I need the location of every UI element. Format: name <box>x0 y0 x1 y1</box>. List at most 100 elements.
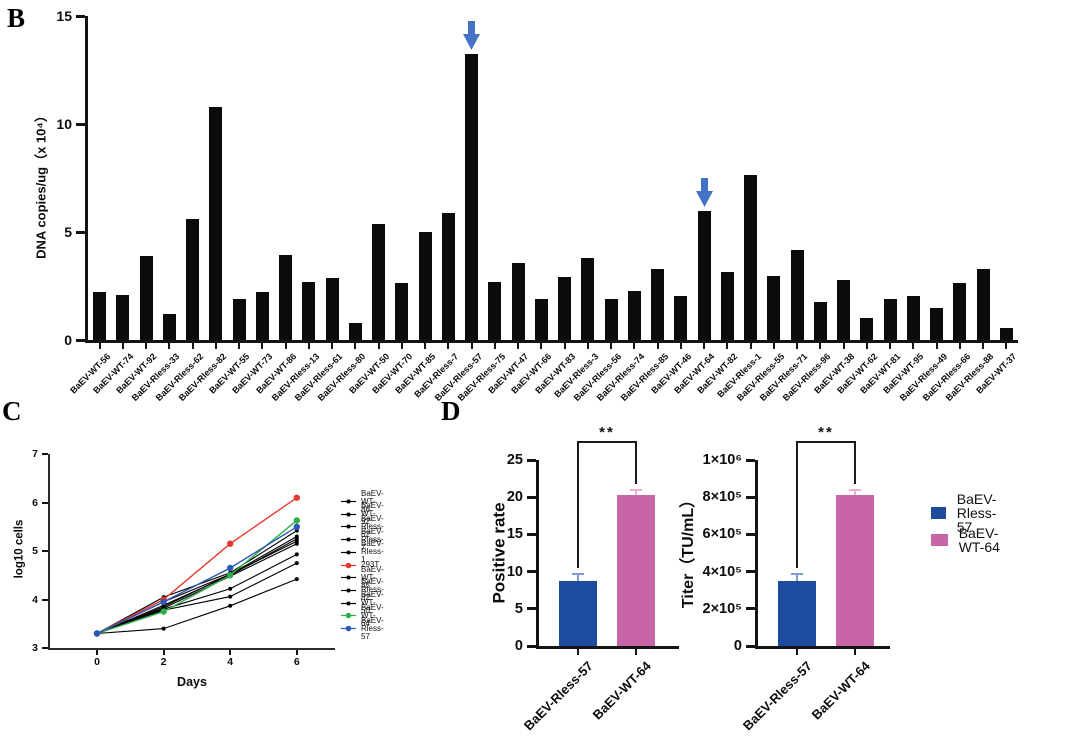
y-tick-label: 6 <box>32 496 38 509</box>
x-tick-mark <box>889 343 892 349</box>
legend-marker-icon <box>341 575 356 580</box>
bar <box>255 292 269 340</box>
x-tick-label: 4 <box>227 656 234 668</box>
legend-swatch <box>931 534 948 546</box>
x-tick-mark <box>238 343 241 349</box>
x-tick-mark <box>229 650 232 655</box>
bar <box>651 268 665 340</box>
legend-item: BaEV-WT-85 <box>341 565 384 589</box>
legend-label: BaEV-Rless-57 <box>361 615 384 641</box>
x-tick-mark <box>400 343 403 349</box>
bar <box>209 106 223 340</box>
bar <box>395 282 409 340</box>
x-tick-mark <box>912 343 915 349</box>
x-category-label: BaEV-Rless-57 <box>739 658 815 734</box>
bar <box>116 294 130 340</box>
bar <box>999 328 1013 340</box>
x-tick-label: 2 <box>160 656 167 668</box>
legend-label: BaEV-WT-50 <box>361 590 384 616</box>
panel-c-x-axis-label: Days <box>177 675 207 689</box>
bar <box>976 268 990 340</box>
x-tick-mark <box>703 343 706 349</box>
highlight-arrow-icon <box>463 20 481 50</box>
y-tick-label: 7 <box>32 448 38 460</box>
significance-stars: ** <box>599 424 615 441</box>
legend-item: BaEV-Rless-57 <box>341 616 384 640</box>
y-tick-mark <box>746 607 755 611</box>
group-bar <box>778 580 816 646</box>
y-tick-mark <box>746 644 755 648</box>
y-tick-label: 4×10⁵ <box>702 563 742 580</box>
y-tick-mark <box>42 453 48 455</box>
bar <box>813 302 827 340</box>
panel-d-positive-rate-y-axis-label: Positive rate <box>489 502 509 604</box>
bar <box>627 291 641 340</box>
x-tick-mark <box>261 343 264 349</box>
legend-marker-icon <box>341 562 356 568</box>
y-tick-mark <box>527 495 536 499</box>
error-bar-stem <box>635 489 637 495</box>
y-tick-label: 0 <box>64 332 72 348</box>
x-tick-mark <box>540 343 543 349</box>
y-tick-mark <box>527 532 536 536</box>
bar <box>139 255 153 340</box>
y-tick-label: 10 <box>506 563 523 580</box>
bar <box>906 295 920 340</box>
x-tick-mark <box>331 343 334 349</box>
x-tick-mark <box>935 343 938 349</box>
x-tick-mark <box>354 343 357 349</box>
x-tick-mark <box>796 343 799 349</box>
bar <box>860 318 874 340</box>
growth-curves <box>93 494 300 637</box>
legend-item: BaEV-Rless-62 <box>341 514 384 538</box>
x-category-label: BaEV-Rless-57 <box>520 658 596 734</box>
legend-label: BaEV-WT-64 <box>958 525 1000 555</box>
legend-label: BaEV-WT-64 <box>361 602 384 628</box>
group-bar <box>836 495 874 646</box>
y-tick-label: 5 <box>64 224 72 240</box>
legend-marker-icon <box>341 537 356 542</box>
x-tick-mark <box>295 650 298 655</box>
y-tick-mark <box>527 458 536 462</box>
x-tick-mark <box>214 343 217 349</box>
y-tick-label: 20 <box>506 489 523 506</box>
legend-item: BaEV-Rless-82 <box>341 578 384 602</box>
legend-swatch <box>931 507 946 519</box>
legend-item: BaEV-WT-64 <box>341 603 384 627</box>
legend-marker-icon <box>341 550 356 555</box>
y-tick-label: 5 <box>32 545 38 557</box>
y-tick-mark <box>42 598 48 601</box>
legend-label: BaEV-Rless-7 <box>361 526 384 552</box>
legend-label: BaEV-Rless-62 <box>361 513 384 539</box>
bar <box>372 224 386 340</box>
x-tick-label: 0 <box>94 656 100 668</box>
y-tick-label: 8×10⁵ <box>702 489 742 506</box>
x-tick-mark <box>307 343 310 349</box>
y-tick-mark <box>42 647 48 649</box>
group-bar <box>617 494 655 646</box>
sig-bracket-top <box>797 441 855 443</box>
bar <box>534 298 548 340</box>
bar <box>465 53 479 340</box>
bar <box>837 279 851 340</box>
group-bar <box>559 581 597 646</box>
y-tick-label: 25 <box>506 452 523 468</box>
bar <box>604 298 618 340</box>
legend-marker-icon <box>341 588 356 593</box>
panel-d-label: D <box>441 396 461 426</box>
legend-marker-icon <box>341 625 356 632</box>
y-tick-label: 15 <box>56 8 72 24</box>
legend-item: BaEV-WT-50 <box>341 591 384 615</box>
panel-b-plot: DNA copies/ug（x 10⁴） 0 5 10 15 BaEV-WT-56 BaE… <box>34 9 1019 403</box>
legend-item: 293T <box>341 560 379 571</box>
y-tick-mark <box>527 644 536 648</box>
x-tick-mark <box>493 343 496 349</box>
legend-item: BaEV-WT-86 <box>341 489 384 513</box>
bar <box>441 212 455 340</box>
x-tick-mark <box>726 343 729 349</box>
bar <box>767 276 781 340</box>
error-bar-cap <box>630 489 642 492</box>
y-tick-label: 0 <box>514 638 523 654</box>
x-tick-mark <box>772 343 775 349</box>
